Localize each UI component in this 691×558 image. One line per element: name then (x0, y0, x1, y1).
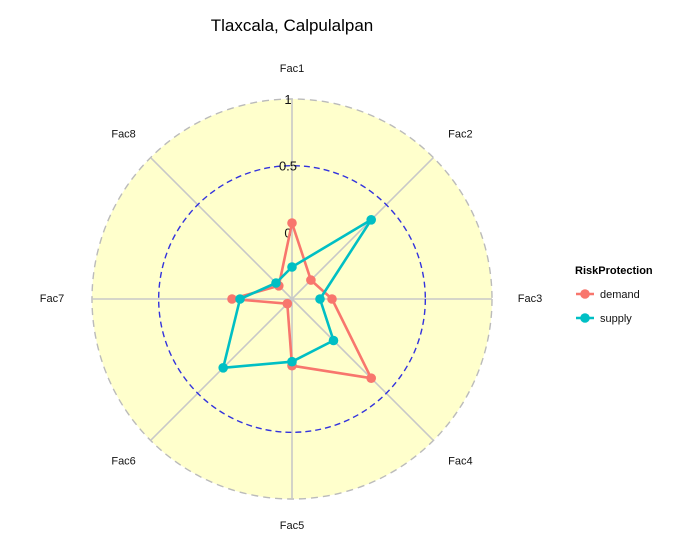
spoke-fac2 (291, 157, 434, 300)
tick-label-1: 1 (284, 92, 291, 107)
axis-label-fac7: Fac7 (40, 293, 64, 305)
legend-label-demand: demand (600, 289, 640, 301)
legend: RiskProtection demand supply (575, 265, 653, 325)
tick-label-0: 0 (284, 225, 291, 240)
point-supply-fac1 (287, 262, 297, 272)
point-supply-fac2 (366, 215, 377, 225)
radial-tick-labels: 0 0.5 1 (279, 92, 297, 240)
point-demand-fac1 (287, 218, 297, 228)
axis-label-fac1: Fac1 (280, 63, 304, 75)
axis-label-fac4: Fac4 (448, 455, 472, 467)
point-supply-fac4 (328, 335, 339, 346)
legend-label-supply: supply (600, 313, 632, 325)
spoke-fac8 (150, 157, 293, 300)
axis-label-fac3: Fac3 (518, 293, 542, 305)
point-demand-fac2 (306, 275, 316, 285)
point-supply-fac7 (235, 294, 245, 304)
point-supply-fac5 (287, 356, 297, 367)
spoke-fac4 (291, 298, 434, 441)
chart-title: Tlaxcala, Calpulalpan (211, 16, 374, 35)
axis-label-fac6: Fac6 (111, 455, 135, 467)
axis-label-fac8: Fac8 (111, 129, 135, 141)
point-demand-fac3 (327, 294, 337, 304)
axis-label-fac5: Fac5 (280, 520, 304, 532)
tick-label-0.5: 0.5 (279, 159, 297, 174)
point-demand-fac7 (227, 294, 237, 304)
legend-key-point-supply (580, 313, 590, 323)
legend-key-point-demand (580, 289, 590, 299)
axis-labels: Fac1 Fac2 Fac3 Fac4 Fac5 Fac6 Fac7 Fac8 (40, 63, 542, 532)
legend-title: RiskProtection (575, 265, 653, 277)
reference-circle-0.5 (157, 164, 427, 434)
point-supply-fac6 (218, 363, 228, 373)
point-demand-fac6 (282, 298, 293, 309)
axis-label-fac2: Fac2 (448, 129, 472, 141)
point-supply-fac8 (271, 278, 281, 288)
series-layer (218, 215, 377, 384)
point-demand-fac4 (366, 373, 377, 384)
point-supply-fac3 (315, 294, 325, 304)
